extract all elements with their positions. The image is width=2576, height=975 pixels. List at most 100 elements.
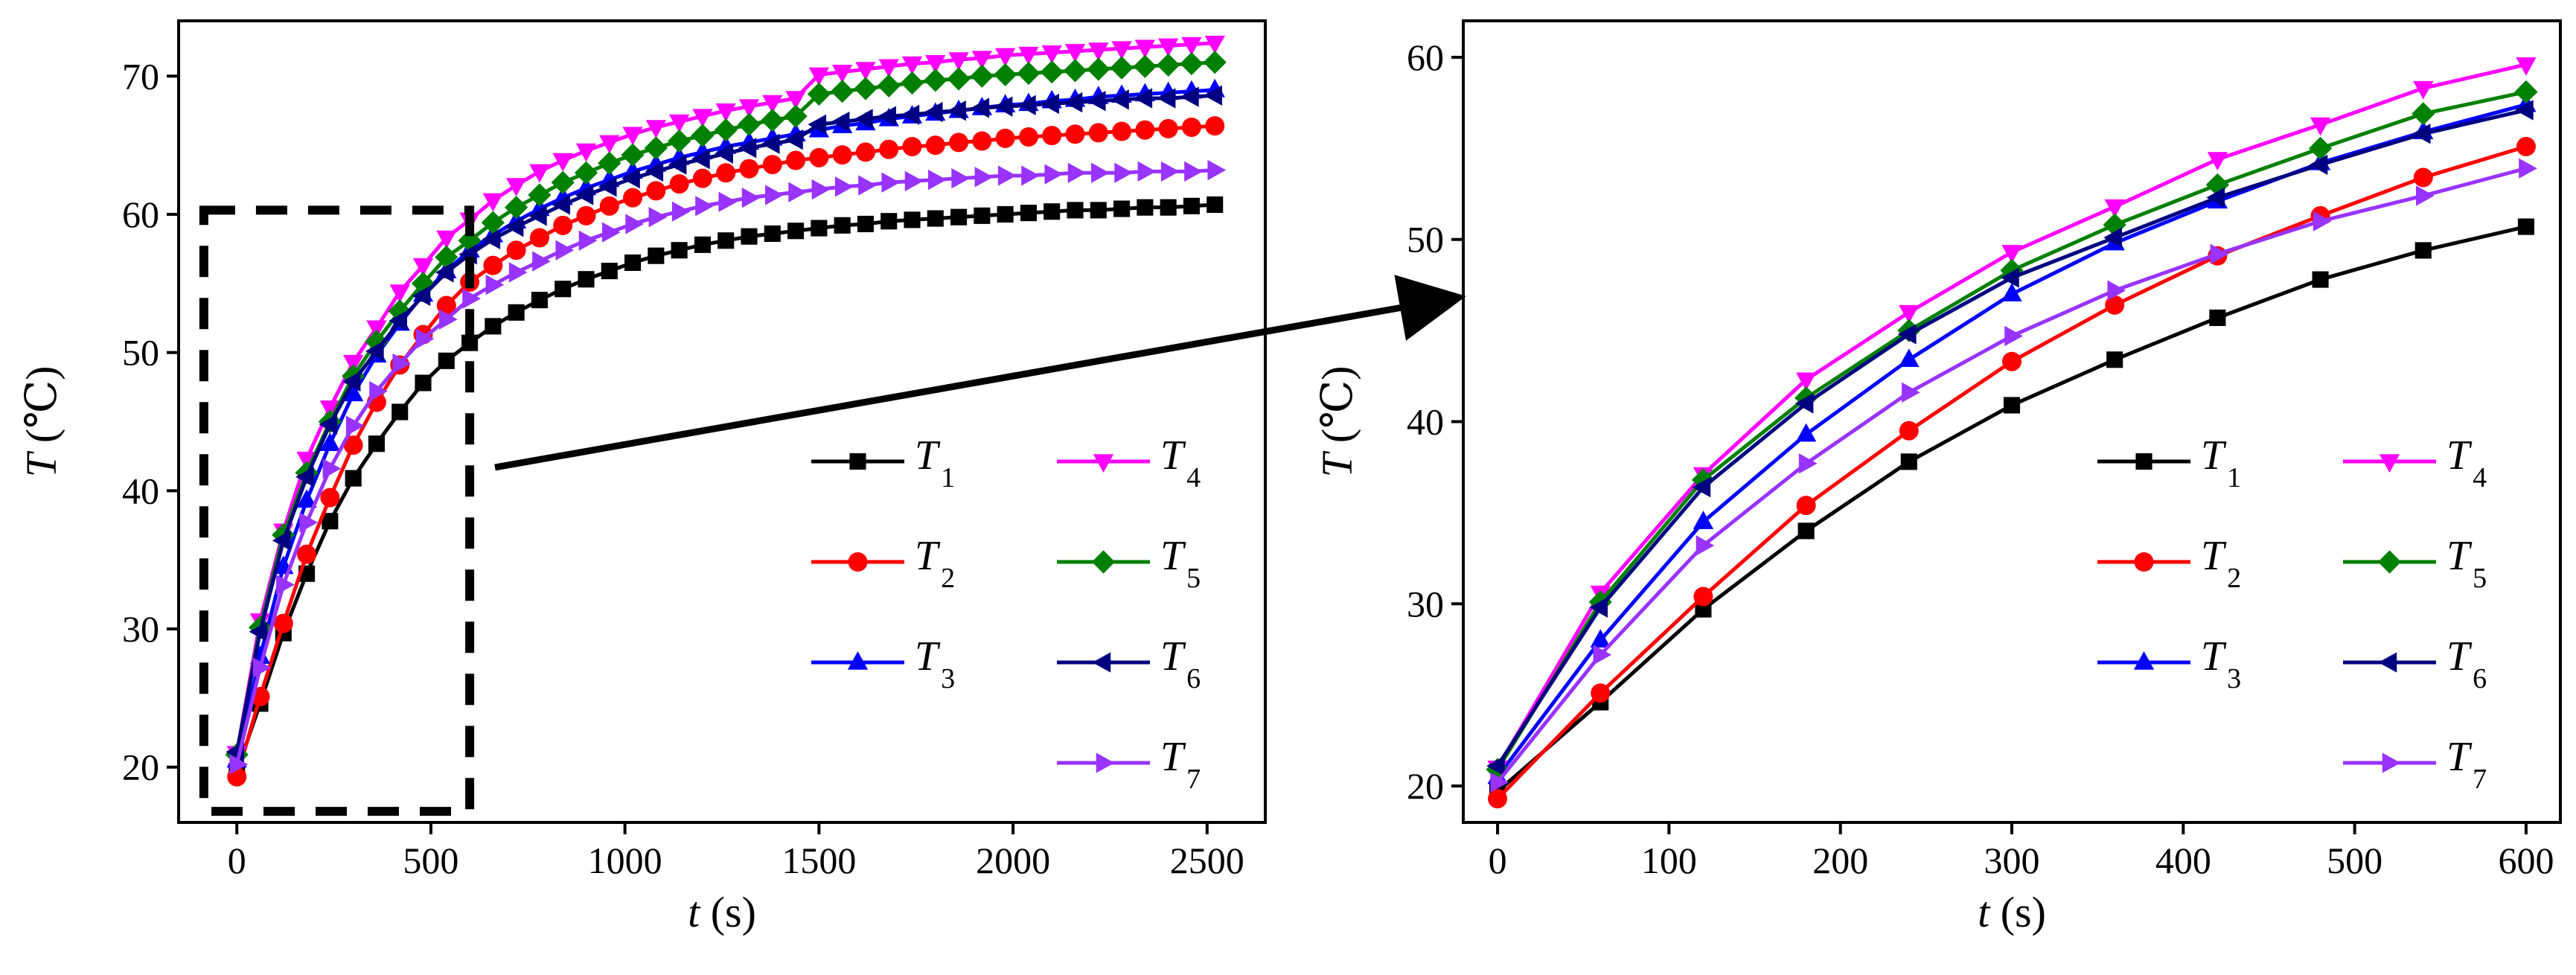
zoom-arrow — [494, 275, 1466, 471]
series-T1-point — [508, 304, 525, 321]
series-T2-point — [506, 240, 526, 260]
x-tick-label: 0 — [228, 840, 246, 881]
series-T6-point — [691, 149, 710, 170]
series-T6-point — [2412, 124, 2431, 144]
series-T4-point — [1795, 372, 1817, 391]
series-T6-point — [505, 217, 524, 237]
series-T2-point — [1065, 124, 1085, 144]
series-T7-point — [578, 230, 598, 251]
legend-marker — [1096, 752, 1115, 773]
series-T4-point — [412, 258, 434, 277]
series-T6-point — [738, 138, 757, 159]
x-tick-label: 2500 — [1170, 840, 1244, 881]
legend-label-name: T — [1160, 633, 1186, 680]
series-T7-point — [1137, 161, 1157, 182]
series-T5-point — [1157, 53, 1180, 77]
series-T2-point — [902, 136, 922, 156]
series-T4-point — [2413, 80, 2434, 100]
x-tick-label: 600 — [2498, 840, 2554, 881]
left-chart: 0 500 1000 1500 2000 2500 20 30 40 50 60 70 t (s) T (℃… — [17, 19, 1267, 936]
series-T7-point — [462, 288, 482, 309]
series-T6-point — [901, 104, 920, 125]
series-T2-point — [1112, 121, 1132, 141]
legend-label-subscript: 2 — [941, 563, 955, 594]
series-T2-point — [1796, 496, 1816, 516]
series-T7-point — [555, 240, 575, 260]
y-axis-unit: (℃) — [17, 366, 65, 444]
series-T7-point — [695, 196, 714, 217]
y-tick-label: 20 — [122, 747, 159, 788]
series-T7-point — [765, 185, 784, 205]
series-T6-point — [1180, 86, 1199, 107]
series-T4 — [1487, 57, 2537, 779]
series-T1-point — [578, 271, 595, 288]
series-T2-point — [879, 139, 899, 159]
series-T1-point — [834, 217, 851, 234]
series-T4-point — [1064, 44, 1086, 63]
legend-label-subscript: 5 — [2473, 563, 2487, 594]
series-T2-point — [483, 255, 503, 275]
series-T7-point — [997, 165, 1017, 186]
series-T2-point — [297, 544, 317, 564]
legend-label-name: T — [1160, 432, 1186, 479]
series-T2-point — [1899, 421, 1919, 441]
series-T7-point — [974, 167, 994, 188]
series-T6-point — [1110, 89, 1129, 110]
series-T7-point — [2210, 243, 2229, 264]
series-T3-point — [1899, 348, 1920, 368]
series-T2-point — [1205, 116, 1225, 136]
series-T5-point — [458, 228, 482, 252]
legend-label-subscript: 3 — [941, 663, 955, 694]
series-T6-point — [715, 143, 733, 164]
series-T7-point — [1696, 535, 1715, 556]
series-T5-point — [2412, 102, 2435, 126]
series-T1-point — [741, 228, 758, 245]
x-axis-title: t (s) — [688, 888, 756, 936]
series-T2-point — [1591, 683, 1611, 703]
series-T5-point — [528, 183, 552, 207]
series-T7-point — [508, 262, 528, 283]
series-T5-point — [644, 136, 668, 160]
series-T1-point — [671, 242, 688, 259]
x-tick-label: 500 — [2327, 840, 2382, 881]
legend-label-name: T — [2446, 734, 2473, 780]
series-T3-point — [1590, 629, 1611, 648]
legend-label-name: T — [915, 432, 941, 479]
series-T5-point — [807, 82, 831, 106]
series-T1-point — [2003, 397, 2021, 414]
series-T7-point — [881, 172, 901, 193]
series-T2-point — [343, 435, 363, 455]
series-T3-point — [2001, 283, 2022, 301]
series-T1-line — [1496, 225, 2527, 793]
series-T3-point — [296, 489, 317, 508]
series-T1-point — [485, 318, 502, 335]
legend-label-name: T — [2201, 533, 2227, 579]
series-T4-point — [622, 127, 643, 146]
series-T2-point — [995, 128, 1015, 148]
series-T7-point — [718, 191, 738, 212]
y-axis-title: T (℃) — [1313, 366, 1361, 478]
series-T2-point — [599, 196, 619, 216]
series-T7-point — [834, 176, 854, 197]
series-T2-point — [949, 132, 969, 153]
series-T4-point — [971, 51, 993, 70]
series-T5-point — [900, 71, 924, 95]
series-T7-point — [229, 754, 249, 775]
series-T4-point — [2104, 199, 2125, 218]
series-T4-point — [389, 284, 410, 303]
series-T4-point — [2310, 117, 2331, 136]
series-T6-point — [1486, 755, 1505, 776]
series-T7-point — [928, 169, 947, 191]
x-tick-label: 0 — [1489, 840, 1507, 881]
series-T1-point — [787, 223, 805, 240]
series-T7-point — [2004, 325, 2023, 347]
